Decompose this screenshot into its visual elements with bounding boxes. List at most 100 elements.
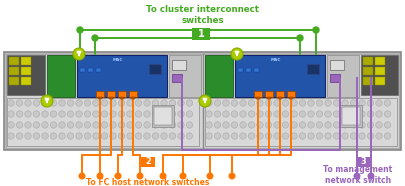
Circle shape (384, 111, 390, 117)
Circle shape (8, 111, 14, 117)
Bar (6, 54, 398, 148)
Circle shape (384, 122, 390, 128)
Circle shape (315, 133, 322, 139)
Bar (96, 91, 104, 97)
Circle shape (358, 100, 364, 106)
Bar (9, 57, 19, 65)
Circle shape (160, 100, 167, 106)
Bar (329, 74, 339, 82)
Circle shape (152, 122, 158, 128)
Circle shape (50, 133, 57, 139)
Circle shape (307, 111, 313, 117)
Circle shape (307, 122, 313, 128)
Bar (339, 105, 361, 127)
Bar (7, 98, 198, 146)
Circle shape (169, 111, 175, 117)
Circle shape (33, 133, 40, 139)
Bar (362, 57, 372, 65)
Circle shape (341, 122, 347, 128)
Circle shape (273, 133, 279, 139)
Bar (9, 77, 19, 85)
Circle shape (214, 133, 220, 139)
Circle shape (239, 122, 245, 128)
Circle shape (8, 133, 14, 139)
Circle shape (67, 122, 74, 128)
Circle shape (186, 122, 192, 128)
Circle shape (341, 100, 347, 106)
Circle shape (109, 122, 116, 128)
Circle shape (298, 111, 305, 117)
Bar (118, 91, 126, 97)
Bar (234, 55, 324, 97)
Circle shape (143, 111, 150, 117)
Circle shape (33, 100, 40, 106)
Circle shape (152, 111, 158, 117)
Circle shape (375, 111, 381, 117)
Bar (205, 55, 232, 97)
Circle shape (350, 133, 356, 139)
Circle shape (67, 100, 74, 106)
Circle shape (231, 133, 237, 139)
Circle shape (248, 111, 254, 117)
Circle shape (126, 111, 133, 117)
Circle shape (281, 100, 288, 106)
Circle shape (25, 111, 31, 117)
Bar (4, 52, 400, 150)
Circle shape (160, 133, 167, 139)
Circle shape (186, 100, 192, 106)
Bar (47, 55, 75, 97)
Bar (120, 97, 124, 99)
Circle shape (281, 111, 288, 117)
Circle shape (135, 111, 141, 117)
Circle shape (84, 111, 90, 117)
Circle shape (50, 122, 57, 128)
Circle shape (333, 100, 339, 106)
Circle shape (118, 133, 124, 139)
Bar (277, 97, 281, 99)
Circle shape (84, 100, 90, 106)
Circle shape (239, 133, 245, 139)
Circle shape (143, 100, 150, 106)
Circle shape (109, 111, 116, 117)
Circle shape (76, 100, 82, 106)
Bar (141, 157, 155, 167)
Text: 2: 2 (145, 158, 151, 166)
Circle shape (177, 133, 184, 139)
Circle shape (256, 133, 262, 139)
Circle shape (312, 27, 318, 33)
Bar (151, 105, 174, 127)
Text: 1: 1 (197, 29, 204, 39)
Circle shape (67, 133, 74, 139)
Bar (266, 97, 270, 99)
Circle shape (180, 173, 185, 179)
Circle shape (214, 100, 220, 106)
Circle shape (315, 100, 322, 106)
Circle shape (367, 173, 373, 179)
Circle shape (324, 100, 330, 106)
Circle shape (93, 122, 99, 128)
Bar (374, 77, 384, 85)
Circle shape (375, 133, 381, 139)
Circle shape (229, 173, 234, 179)
Circle shape (33, 122, 40, 128)
Bar (131, 97, 135, 99)
Bar (21, 67, 31, 75)
Circle shape (298, 133, 305, 139)
Bar (129, 91, 136, 97)
Circle shape (214, 111, 220, 117)
Circle shape (264, 111, 271, 117)
Circle shape (186, 133, 192, 139)
Circle shape (101, 100, 107, 106)
Circle shape (367, 111, 373, 117)
Circle shape (273, 111, 279, 117)
Circle shape (198, 95, 211, 107)
Circle shape (42, 111, 48, 117)
Text: 3: 3 (359, 158, 365, 166)
Circle shape (205, 100, 212, 106)
Circle shape (358, 133, 364, 139)
Circle shape (42, 100, 48, 106)
Circle shape (135, 122, 141, 128)
Bar (254, 91, 261, 97)
Circle shape (333, 122, 339, 128)
Circle shape (118, 100, 124, 106)
